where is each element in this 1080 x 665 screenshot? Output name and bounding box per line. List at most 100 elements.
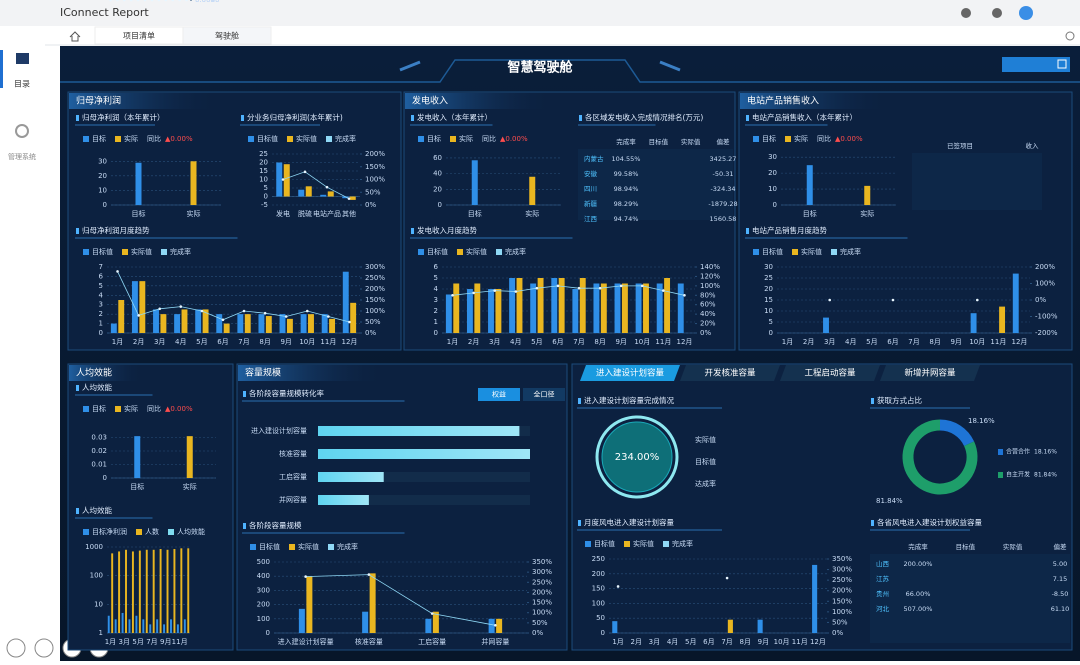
point (116, 0, 119, 2)
icon-bell[interactable] (992, 8, 1002, 18)
y2-tick-label: 200% (365, 285, 385, 293)
point (347, 197, 351, 200)
bar (134, 436, 141, 478)
bar (131, 551, 134, 633)
bar (170, 619, 172, 633)
sidebar-label[interactable]: 管理系统 (8, 152, 36, 161)
column-header: 偏差 (717, 137, 731, 146)
tab[interactable] (880, 365, 980, 381)
widget-title: 分业务归母净利润(本年累计) (247, 112, 343, 122)
y2-tick-label: 0.0030 (195, 0, 220, 4)
title-marker (243, 391, 246, 397)
y-tick-label: 10 (764, 307, 773, 315)
point (451, 293, 454, 297)
point (662, 289, 665, 292)
tab[interactable] (780, 365, 880, 381)
panel (67, 363, 234, 651)
bar (265, 316, 272, 333)
bar (362, 611, 369, 633)
bar (283, 164, 290, 197)
y-tick-label: -5 (261, 201, 268, 209)
bar (677, 283, 684, 333)
bar-track (318, 495, 530, 505)
export-button[interactable] (1002, 57, 1070, 72)
y2-tick-label: 50% (532, 619, 548, 627)
settings-icon[interactable] (15, 124, 29, 138)
pie-slice (902, 419, 978, 495)
column-header: 实际值 (681, 137, 701, 146)
y2-tick-label: 0% (832, 629, 843, 637)
row-label: 安徽 (584, 169, 598, 178)
x-tick-label: 2月 (468, 338, 479, 346)
bar (163, 624, 166, 633)
sidebar-label[interactable]: 目录 (14, 80, 30, 89)
icon-user[interactable] (1019, 6, 1033, 20)
cell: -50.31 (713, 170, 734, 178)
x-tick-label: 8月 (929, 338, 940, 346)
legend-swatch (83, 406, 89, 412)
widget-title: 归母净利润（本年累计） (82, 112, 165, 122)
widget-title: 人均效能 (82, 505, 112, 515)
y-tick-label: 15 (764, 296, 773, 304)
cell: 66.00% (906, 590, 931, 598)
bar (173, 549, 176, 633)
y2-tick-label: 80% (700, 291, 716, 299)
tool-button[interactable] (6, 638, 26, 658)
point (129, 0, 133, 2)
tab[interactable] (580, 365, 680, 381)
legend-swatch (450, 136, 456, 142)
point (535, 286, 539, 290)
y2-tick-label: 0.0070 (195, 0, 220, 4)
legend-swatch (753, 136, 759, 142)
toggle-button[interactable] (478, 388, 520, 401)
tab[interactable] (680, 365, 780, 381)
point (367, 573, 371, 576)
tool-button[interactable] (34, 638, 54, 658)
bar (174, 314, 181, 333)
point (577, 286, 581, 290)
cell: 3425.27 (710, 155, 737, 163)
y-tick-label: 40 (433, 170, 442, 178)
x-tick-label: 进入建设计划容量 (278, 637, 334, 646)
y-tick-label: 1 (99, 320, 103, 328)
panel-title-bar (740, 93, 890, 109)
toggle-button[interactable] (523, 388, 565, 401)
column-header: 实际值 (1003, 542, 1023, 551)
x-tick-label: 目标 (132, 209, 146, 218)
legend-label: 完成率 (840, 247, 861, 256)
title-marker (578, 520, 581, 526)
bar (970, 313, 977, 333)
y2-tick-label: 0% (365, 329, 376, 337)
bar (432, 611, 439, 633)
y2-tick-label: 100% (832, 608, 852, 616)
bar (496, 618, 503, 633)
bar (216, 314, 223, 333)
x-tick-label: 9月 (758, 638, 769, 646)
point (828, 298, 832, 302)
menu-icon[interactable] (16, 53, 29, 64)
legend-label: 完成率 (505, 247, 526, 256)
slice-label: 81.84% (876, 497, 903, 505)
point (304, 575, 307, 578)
cell: 104.55% (612, 155, 641, 163)
more-icon[interactable] (1065, 31, 1075, 41)
bar (145, 549, 148, 633)
tab[interactable] (182, 26, 272, 45)
category-label: 进入建设计划容量 (251, 426, 307, 435)
bar (276, 162, 283, 197)
y2-tick-label: 350% (832, 555, 852, 563)
widget-title: 获取方式占比 (877, 395, 922, 405)
y-tick-label: 6 (99, 272, 104, 280)
bar (593, 283, 600, 333)
y2-tick-label: 150% (832, 597, 852, 605)
bar (516, 278, 523, 333)
x-tick-label: 11月 (655, 338, 671, 346)
y-tick-label: 0 (438, 201, 442, 209)
title-marker (411, 115, 414, 121)
legend-swatch (663, 541, 669, 547)
icon-help[interactable] (961, 8, 971, 18)
x-tick-label: 3月 (119, 638, 130, 646)
legend-swatch (115, 406, 121, 412)
y2-tick-label: 200% (832, 587, 852, 595)
y2-tick-label: 0.0000 (195, 0, 220, 4)
